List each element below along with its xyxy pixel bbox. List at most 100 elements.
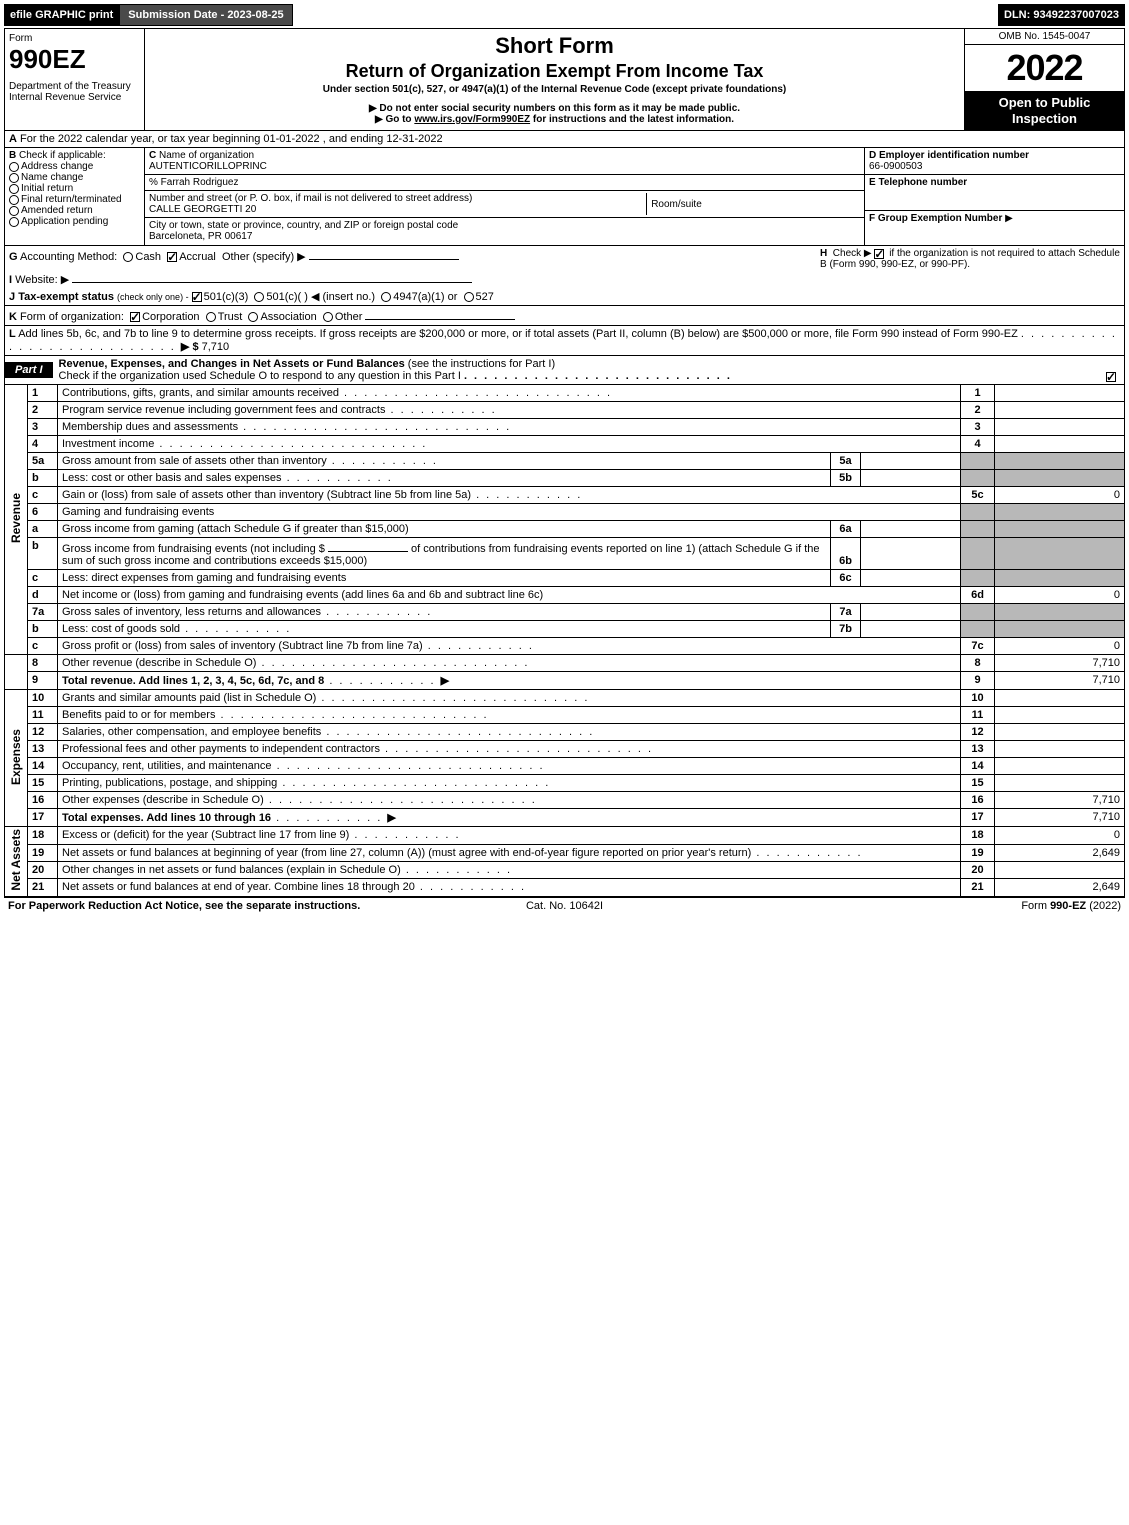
l2-val: [995, 402, 1125, 419]
l9-val: 7,710: [995, 672, 1125, 690]
k-trust: Trust: [218, 311, 243, 323]
line-19: 19 Net assets or fund balances at beginn…: [5, 844, 1125, 861]
radio-cash[interactable]: [123, 252, 133, 262]
label-g: G: [9, 251, 18, 263]
l6-shaded: [961, 504, 995, 521]
main-table: Revenue 1 Contributions, gifts, grants, …: [4, 385, 1125, 897]
line-12: 12 Salaries, other compensation, and emp…: [5, 724, 1125, 741]
line-16: 16 Other expenses (describe in Schedule …: [5, 792, 1125, 809]
side-expenses: Expenses: [9, 729, 23, 785]
line-21: 21 Net assets or fund balances at end of…: [5, 879, 1125, 896]
check-initial-return[interactable]: [9, 184, 19, 194]
l6b-ival: [861, 538, 961, 570]
radio-501c[interactable]: [254, 292, 264, 302]
check-accrual[interactable]: [167, 252, 177, 262]
col-de: D Employer identification number 66-0900…: [864, 148, 1124, 245]
b-text: Check if applicable:: [19, 150, 106, 161]
l10-val: [995, 690, 1125, 707]
k-other-field[interactable]: [365, 308, 515, 320]
l9-desc: Total revenue. Add lines 1, 2, 3, 4, 5c,…: [62, 675, 324, 687]
l20-boxnum: 20: [961, 861, 995, 878]
l7c-val: 0: [995, 638, 1125, 655]
line-14: 14 Occupancy, rent, utilities, and maint…: [5, 758, 1125, 775]
j-4947: 4947(a)(1) or: [393, 291, 457, 303]
page-footer: For Paperwork Reduction Act Notice, see …: [4, 897, 1125, 914]
l7b-shaded-val: [995, 621, 1125, 638]
l3-num: 3: [28, 419, 58, 436]
l5b-desc: Less: cost or other basis and sales expe…: [62, 472, 282, 484]
f-label: F Group Exemption Number: [869, 213, 1002, 224]
block-bcdef: B Check if applicable: Address change Na…: [4, 148, 1125, 246]
irs-link[interactable]: www.irs.gov/Form990EZ: [414, 114, 530, 125]
block-gh: G Accounting Method: Cash Accrual Other …: [4, 246, 1125, 306]
l7b-num: b: [28, 621, 58, 638]
l4-boxnum: 4: [961, 436, 995, 453]
l4-num: 4: [28, 436, 58, 453]
l5a-num: 5a: [28, 453, 58, 470]
l6a-num: a: [28, 521, 58, 538]
i-text: Website: ▶: [15, 274, 69, 286]
g-other-field[interactable]: [309, 248, 459, 260]
check-501c3[interactable]: [192, 292, 202, 302]
col-c: C Name of organization AUTENTICORILLOPRI…: [145, 148, 864, 245]
l-arrow: ▶ $: [181, 341, 199, 353]
part1-check-line: Check if the organization used Schedule …: [59, 370, 461, 382]
j-501c3: 501(c)(3): [204, 291, 249, 303]
l16-num: 16: [28, 792, 58, 809]
website-field[interactable]: [72, 271, 472, 283]
line-5b: b Less: cost or other basis and sales ex…: [5, 470, 1125, 487]
l8-val: 7,710: [995, 655, 1125, 672]
line-5c: c Gain or (loss) from sale of assets oth…: [5, 487, 1125, 504]
l5b-inum: 5b: [831, 470, 861, 487]
l4-val: [995, 436, 1125, 453]
l13-num: 13: [28, 741, 58, 758]
line-3: 3 Membership dues and assessments 3: [5, 419, 1125, 436]
dln-label: DLN: 93492237007023: [998, 4, 1125, 26]
g-accrual: Accrual: [179, 251, 216, 263]
l-value: 7,710: [202, 341, 230, 353]
l6b-amount-field[interactable]: [328, 540, 408, 552]
l7c-num: c: [28, 638, 58, 655]
radio-527[interactable]: [464, 292, 474, 302]
k-corp: Corporation: [142, 311, 199, 323]
l12-num: 12: [28, 724, 58, 741]
radio-4947[interactable]: [381, 292, 391, 302]
l6a-desc: Gross income from gaming (attach Schedul…: [62, 523, 409, 535]
footer-right: Form 990-EZ (2022): [750, 900, 1121, 912]
l6c-desc: Less: direct expenses from gaming and fu…: [62, 572, 346, 584]
part1-checkbox[interactable]: [1106, 372, 1116, 382]
l12-boxnum: 12: [961, 724, 995, 741]
l16-boxnum: 16: [961, 792, 995, 809]
check-address-change[interactable]: [9, 162, 19, 172]
l6b-desc1: Gross income from fundraising events (no…: [62, 543, 325, 555]
l13-boxnum: 13: [961, 741, 995, 758]
radio-other[interactable]: [323, 312, 333, 322]
g-cash: Cash: [135, 251, 161, 263]
opt-address-change: Address change: [21, 161, 93, 172]
l12-val: [995, 724, 1125, 741]
line-2: 2 Program service revenue including gove…: [5, 402, 1125, 419]
l20-num: 20: [28, 861, 58, 878]
room-label: Room/suite: [651, 199, 702, 210]
l5a-desc: Gross amount from sale of assets other t…: [62, 455, 327, 467]
label-c: C: [149, 150, 156, 161]
l5a-shaded: [961, 453, 995, 470]
radio-trust[interactable]: [206, 312, 216, 322]
l7a-shaded-val: [995, 604, 1125, 621]
check-amended-return[interactable]: [9, 206, 19, 216]
check-corporation[interactable]: [130, 312, 140, 322]
efile-label[interactable]: efile GRAPHIC print: [4, 4, 119, 26]
check-name-change[interactable]: [9, 173, 19, 183]
l6d-boxnum: 6d: [961, 587, 995, 604]
opt-initial-return: Initial return: [21, 183, 73, 194]
l11-desc: Benefits paid to or for members: [62, 709, 215, 721]
l21-num: 21: [28, 879, 58, 896]
l6a-ival: [861, 521, 961, 538]
l20-desc: Other changes in net assets or fund bala…: [62, 864, 401, 876]
form-word: Form: [9, 33, 140, 44]
check-h[interactable]: [874, 249, 884, 259]
check-application-pending[interactable]: [9, 217, 19, 227]
check-final-return[interactable]: [9, 195, 19, 205]
radio-association[interactable]: [248, 312, 258, 322]
l16-desc: Other expenses (describe in Schedule O): [62, 794, 264, 806]
